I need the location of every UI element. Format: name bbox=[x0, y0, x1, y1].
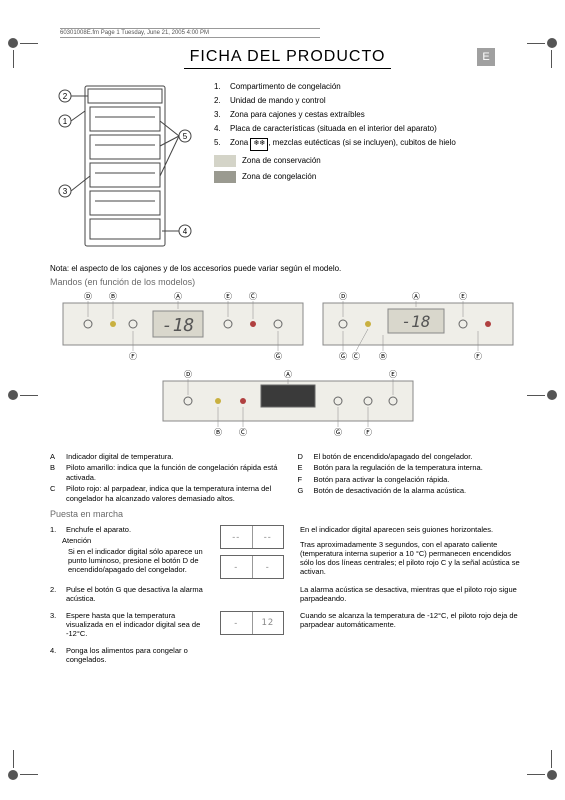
legend-b: BPiloto amarillo: indica que la función … bbox=[50, 463, 278, 482]
startup-row-1: 1.Enchufe el aparato. Atención Si en el … bbox=[50, 525, 525, 579]
svg-text:4: 4 bbox=[183, 227, 188, 236]
legend-g: GBotón de desactivación de la alarma acú… bbox=[298, 486, 526, 495]
legend-right: DEl botón de encendido/apagado del conge… bbox=[298, 452, 526, 505]
legend: AIndicador digital de temperatura. BPilo… bbox=[50, 452, 525, 505]
zone-conserv: Zona de conservación bbox=[214, 155, 456, 167]
svg-text:Ⓒ: Ⓒ bbox=[249, 292, 257, 301]
puesta-heading: Puesta en marcha bbox=[50, 509, 525, 519]
panel-1: -18 Ⓓ Ⓑ Ⓐ Ⓔ Ⓒ Ⓕ Ⓖ bbox=[63, 292, 303, 361]
display-2: - 12 bbox=[220, 611, 284, 635]
svg-text:Ⓐ: Ⓐ bbox=[412, 292, 420, 301]
part-item-3: 3.Zona para cajones y cestas extraíbles bbox=[214, 109, 456, 121]
svg-text:Ⓖ: Ⓖ bbox=[274, 352, 282, 361]
svg-text:Ⓓ: Ⓓ bbox=[84, 292, 92, 301]
step-2: 2.Pulse el botón G que desactiva la alar… bbox=[50, 585, 210, 603]
right-1b: Tras aproximadamente 3 segundos, con el … bbox=[300, 540, 525, 576]
startup-row-4: 4.Ponga los alimentos para congelar o co… bbox=[50, 646, 525, 666]
right-3: Cuando se alcanza la temperatura de -12°… bbox=[300, 611, 525, 629]
svg-text:3: 3 bbox=[63, 187, 68, 196]
svg-text:Ⓖ: Ⓖ bbox=[339, 352, 347, 361]
diagram-row: 2 1 3 5 4 1.Compartimento de congelación… bbox=[50, 81, 525, 256]
legend-c: CPiloto rojo: al parpadear, indica que l… bbox=[50, 484, 278, 503]
right-1a: En el indicador digital aparecen seis gu… bbox=[300, 525, 525, 534]
svg-text:Ⓓ: Ⓓ bbox=[184, 370, 192, 379]
atencion-text: Si en el indicador digital sólo aparece … bbox=[68, 547, 210, 574]
part-item-2: 2.Unidad de mando y control bbox=[214, 95, 456, 107]
svg-text:Ⓒ: Ⓒ bbox=[239, 428, 247, 437]
atencion-label: Atención bbox=[62, 536, 210, 545]
svg-text:Ⓒ: Ⓒ bbox=[352, 352, 360, 361]
language-badge: E bbox=[477, 48, 495, 66]
svg-text:Ⓕ: Ⓕ bbox=[364, 428, 372, 437]
legend-f: FBotón para activar la congelación rápid… bbox=[298, 475, 526, 484]
mandos-heading: Mandos (en función de los modelos) bbox=[50, 277, 525, 287]
display-1b: - - bbox=[220, 555, 284, 579]
svg-text:Ⓑ: Ⓑ bbox=[214, 428, 222, 437]
legend-d: DEl botón de encendido/apagado del conge… bbox=[298, 452, 526, 461]
zone-congel: Zona de congelación bbox=[214, 171, 456, 183]
svg-text:2: 2 bbox=[63, 92, 68, 101]
startup-row-2: 2.Pulse el botón G que desactiva la alar… bbox=[50, 585, 525, 605]
svg-text:Ⓑ: Ⓑ bbox=[379, 352, 387, 361]
legend-left: AIndicador digital de temperatura. BPilo… bbox=[50, 452, 278, 505]
header-meta: 60301008E.fm Page 1 Tuesday, June 21, 20… bbox=[60, 28, 320, 38]
step-4: 4.Ponga los alimentos para congelar o co… bbox=[50, 646, 210, 664]
svg-text:Ⓓ: Ⓓ bbox=[339, 292, 347, 301]
svg-text:Ⓐ: Ⓐ bbox=[284, 370, 292, 379]
legend-a: AIndicador digital de temperatura. bbox=[50, 452, 278, 461]
part-item-1: 1.Compartimento de congelación bbox=[214, 81, 456, 93]
part-item-5: 5. Zona ❄❄, mezclas eutécticas (si se in… bbox=[214, 137, 456, 151]
zone-swatch-conserv bbox=[214, 155, 236, 167]
nota-text: Nota: el aspecto de los cajones y de los… bbox=[50, 264, 525, 273]
svg-text:-18: -18 bbox=[401, 312, 430, 331]
legend-e: EBotón para la regulación de la temperat… bbox=[298, 463, 526, 472]
parts-list: 1.Compartimento de congelación 2.Unidad … bbox=[214, 81, 456, 256]
startup-section: 1.Enchufe el aparato. Atención Si en el … bbox=[50, 525, 525, 666]
fridge-diagram: 2 1 3 5 4 bbox=[50, 81, 200, 256]
right-2: La alarma acústica se desactiva, mientra… bbox=[300, 585, 525, 603]
part-item-4: 4.Placa de características (situada en e… bbox=[214, 123, 456, 135]
svg-text:-18: -18 bbox=[161, 315, 194, 336]
svg-text:5: 5 bbox=[183, 132, 188, 141]
page: 60301008E.fm Page 1 Tuesday, June 21, 20… bbox=[0, 0, 565, 800]
svg-text:Ⓐ: Ⓐ bbox=[174, 292, 182, 301]
startup-row-3: 3.Espere hasta que la temperatura visual… bbox=[50, 611, 525, 640]
eutetica-icon: ❄❄ bbox=[250, 138, 268, 151]
title-row: FICHA DEL PRODUCTO E bbox=[50, 48, 525, 69]
svg-text:Ⓔ: Ⓔ bbox=[224, 292, 232, 301]
step-1: 1.Enchufe el aparato. bbox=[50, 525, 210, 534]
display-1: -- -- bbox=[220, 525, 284, 549]
zone-swatch-congel bbox=[214, 171, 236, 183]
panel-3: Ⓓ Ⓐ Ⓔ Ⓑ Ⓒ Ⓖ Ⓕ bbox=[163, 370, 413, 437]
svg-text:Ⓔ: Ⓔ bbox=[459, 292, 467, 301]
panel-2: -18 Ⓓ Ⓐ Ⓔ Ⓖ Ⓒ Ⓑ Ⓕ bbox=[323, 292, 513, 361]
svg-text:1: 1 bbox=[63, 117, 68, 126]
control-panels: -18 Ⓓ Ⓑ Ⓐ Ⓔ Ⓒ Ⓕ Ⓖ bbox=[50, 291, 525, 446]
svg-text:Ⓔ: Ⓔ bbox=[389, 370, 397, 379]
svg-text:Ⓑ: Ⓑ bbox=[109, 292, 117, 301]
page-title: FICHA DEL PRODUCTO bbox=[184, 48, 392, 69]
svg-text:Ⓖ: Ⓖ bbox=[334, 428, 342, 437]
svg-text:Ⓕ: Ⓕ bbox=[129, 352, 137, 361]
step-3: 3.Espere hasta que la temperatura visual… bbox=[50, 611, 210, 638]
svg-text:Ⓕ: Ⓕ bbox=[474, 352, 482, 361]
